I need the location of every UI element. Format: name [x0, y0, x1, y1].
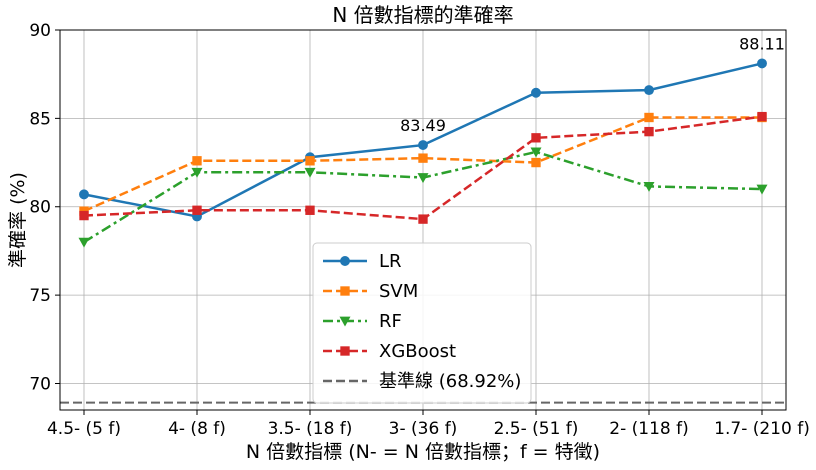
data-point — [304, 167, 316, 178]
data-point — [191, 167, 203, 178]
y-tick-label: 80 — [29, 198, 51, 218]
data-point — [418, 214, 428, 224]
data-point — [757, 111, 767, 122]
data-point — [756, 184, 768, 195]
x-tick-label: 3.5- (18 f) — [268, 419, 353, 439]
data-point — [305, 156, 315, 166]
data-point — [79, 189, 89, 200]
legend-label: LR — [379, 251, 402, 272]
legend-swatch-marker — [340, 256, 350, 266]
legend-entry: XGBoost — [323, 341, 456, 362]
y-tick-label: 85 — [29, 109, 51, 129]
value-annotation: 88.11 — [739, 34, 785, 53]
x-tick-label: 4.5- (5 f) — [47, 419, 121, 439]
series-xgboost — [79, 111, 767, 224]
x-tick-label: 1.7- (210 f) — [714, 419, 810, 439]
data-point — [530, 147, 542, 158]
value-annotation: 83.49 — [400, 116, 446, 135]
data-point — [78, 237, 90, 248]
series-rf — [78, 147, 768, 248]
data-point — [305, 205, 315, 215]
data-point — [418, 153, 428, 163]
series-lr — [79, 58, 767, 222]
legend-swatch-marker — [340, 286, 350, 296]
chart-title: N 倍數指標的準確率 — [332, 3, 513, 27]
y-tick-label: 90 — [29, 21, 51, 41]
y-axis-label: 準確率 (%) — [7, 172, 29, 268]
data-point — [531, 157, 541, 168]
legend-entry: 基準線 (68.92%) — [323, 371, 521, 392]
data-point — [531, 133, 541, 143]
data-point — [644, 85, 654, 96]
legend-label: XGBoost — [379, 341, 456, 362]
data-point — [192, 205, 202, 215]
x-tick-label: 2.5- (51 f) — [494, 419, 579, 439]
legend-entry: LR — [323, 251, 402, 272]
annotations-group: 83.49 88.11 — [400, 34, 785, 135]
y-tick-label: 70 — [29, 374, 51, 394]
data-point — [417, 173, 429, 184]
legend-entry: SVM — [323, 281, 418, 302]
y-tick-label: 75 — [29, 286, 51, 306]
data-point — [644, 112, 654, 123]
legend-entry: RF — [323, 311, 402, 332]
data-point — [531, 87, 541, 98]
legend-label: 基準線 (68.92%) — [379, 371, 521, 392]
data-point — [643, 182, 655, 192]
x-axis-label: N 倍數指標 (N- = N 倍數指標；f = 特徵) — [246, 441, 600, 463]
data-point — [79, 210, 89, 221]
legend-swatch-marker — [340, 346, 350, 356]
data-point — [757, 58, 767, 69]
ticks-group: 70 75 80 85 90 4.5- (5 f) 4- (8 f) 3.5- (18 f) 3… — [29, 21, 809, 439]
x-tick-label: 4- (8 f) — [168, 419, 226, 439]
data-point — [192, 156, 202, 166]
legend-label: SVM — [379, 281, 418, 302]
series-group — [78, 58, 768, 248]
legend-swatch-marker — [339, 316, 351, 327]
data-point — [418, 140, 428, 151]
legend-label: RF — [379, 311, 402, 332]
data-point — [644, 126, 654, 137]
legend: LR SVM RF XGBoost 基準線 (68.92%) — [312, 242, 532, 404]
x-tick-label: 2- (118 f) — [609, 419, 688, 439]
legend-box — [312, 242, 532, 404]
x-tick-label: 3- (36 f) — [389, 419, 458, 439]
